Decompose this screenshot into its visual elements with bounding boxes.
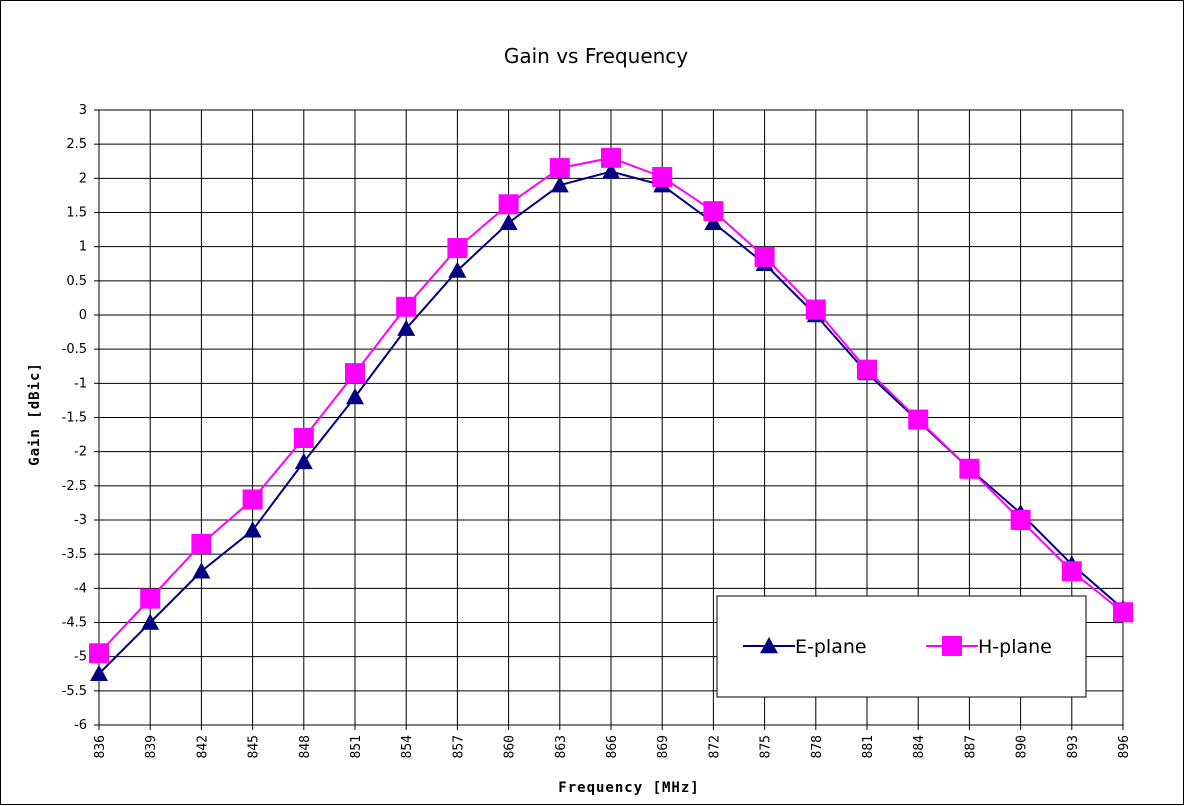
data-point-square <box>550 158 570 178</box>
data-point-square <box>908 410 928 430</box>
data-point-square <box>601 148 621 168</box>
y-tick-label: 3 <box>79 103 87 118</box>
chart-title: Gain vs Frequency <box>504 44 688 68</box>
y-tick-label: -5 <box>74 650 87 665</box>
x-tick-label: 851 <box>349 735 364 758</box>
data-point-square <box>345 363 365 383</box>
legend-label: H-plane <box>978 636 1052 658</box>
x-tick-label: 869 <box>656 735 671 758</box>
data-point-square <box>243 490 263 510</box>
x-tick-label: 848 <box>298 735 313 758</box>
data-point-square <box>294 428 314 448</box>
data-point-square <box>396 297 416 317</box>
x-tick-label: 893 <box>1066 735 1081 758</box>
y-tick-label: -3.5 <box>62 547 87 562</box>
y-tick-label: 0.5 <box>66 274 87 289</box>
x-tick-label: 845 <box>247 735 262 758</box>
y-tick-label: -4 <box>74 581 87 596</box>
data-point-square <box>89 643 109 663</box>
y-tick-label: 1 <box>79 240 87 255</box>
x-tick-label: 875 <box>759 735 774 758</box>
x-tick-label: 887 <box>963 735 978 758</box>
x-tick-label: 890 <box>1015 735 1030 758</box>
x-tick-label: 878 <box>810 735 825 758</box>
y-tick-label: -0.5 <box>62 342 87 357</box>
legend-label: E-plane <box>795 636 867 658</box>
data-point-square <box>191 534 211 554</box>
x-tick-label: 872 <box>707 735 722 758</box>
y-axis-label: Gain [dBic] <box>27 362 43 466</box>
x-tick-label: 860 <box>503 735 518 758</box>
x-tick-label: 884 <box>912 735 927 759</box>
x-tick-label: 854 <box>400 735 415 759</box>
y-tick-label: -6 <box>74 718 87 733</box>
y-tick-label: -1 <box>74 376 87 391</box>
data-point-square <box>140 589 160 609</box>
y-tick-label: -5.5 <box>62 684 87 699</box>
legend-marker-square <box>942 636 962 656</box>
y-tick-label: -1.5 <box>62 411 87 426</box>
x-tick-label: 896 <box>1117 735 1132 758</box>
x-tick-label: 863 <box>554 735 569 758</box>
y-tick-label: 2 <box>79 171 87 186</box>
y-tick-label: -3 <box>74 513 87 528</box>
data-point-triangle <box>192 562 210 578</box>
x-tick-label: 842 <box>195 735 210 758</box>
data-point-square <box>499 194 519 214</box>
y-tick-label: -2.5 <box>62 479 87 494</box>
x-tick-label: 839 <box>144 735 159 758</box>
y-tick-label: 2.5 <box>66 137 87 152</box>
x-tick-label: 881 <box>861 735 876 758</box>
data-point-triangle <box>500 214 518 230</box>
y-tick-label: -4.5 <box>62 616 87 631</box>
y-tick-label: 0 <box>79 308 87 323</box>
x-tick-label: 857 <box>451 735 466 758</box>
data-point-square <box>806 300 826 320</box>
data-point-square <box>1011 510 1031 530</box>
y-tick-label: 1.5 <box>66 206 87 221</box>
data-point-triangle <box>346 388 364 404</box>
data-point-square <box>447 238 467 258</box>
x-tick-label: 836 <box>93 735 108 758</box>
data-point-square <box>857 360 877 380</box>
x-tick-labels: 836 839 842 845 848 851 854 857 860 863 866 869 872 8… <box>93 735 1132 759</box>
y-tick-label: -2 <box>74 445 87 460</box>
x-axis-label: Frequency [MHz] <box>558 780 699 796</box>
data-point-square <box>755 247 775 267</box>
data-point-square <box>959 459 979 479</box>
x-tick-label: 866 <box>605 735 620 758</box>
data-point-triangle <box>244 521 262 537</box>
y-tick-labels: 3 2.5 2 1.5 1 0.5 0 -0.5 -1 -1.5 -2 -2.5 -3 -3.5 -4 -4.… <box>62 103 87 733</box>
data-point-square <box>703 201 723 221</box>
data-point-square <box>1113 602 1133 622</box>
data-point-square <box>652 167 672 187</box>
legend: E-plane H-plane <box>717 596 1086 697</box>
data-point-square <box>1062 561 1082 581</box>
